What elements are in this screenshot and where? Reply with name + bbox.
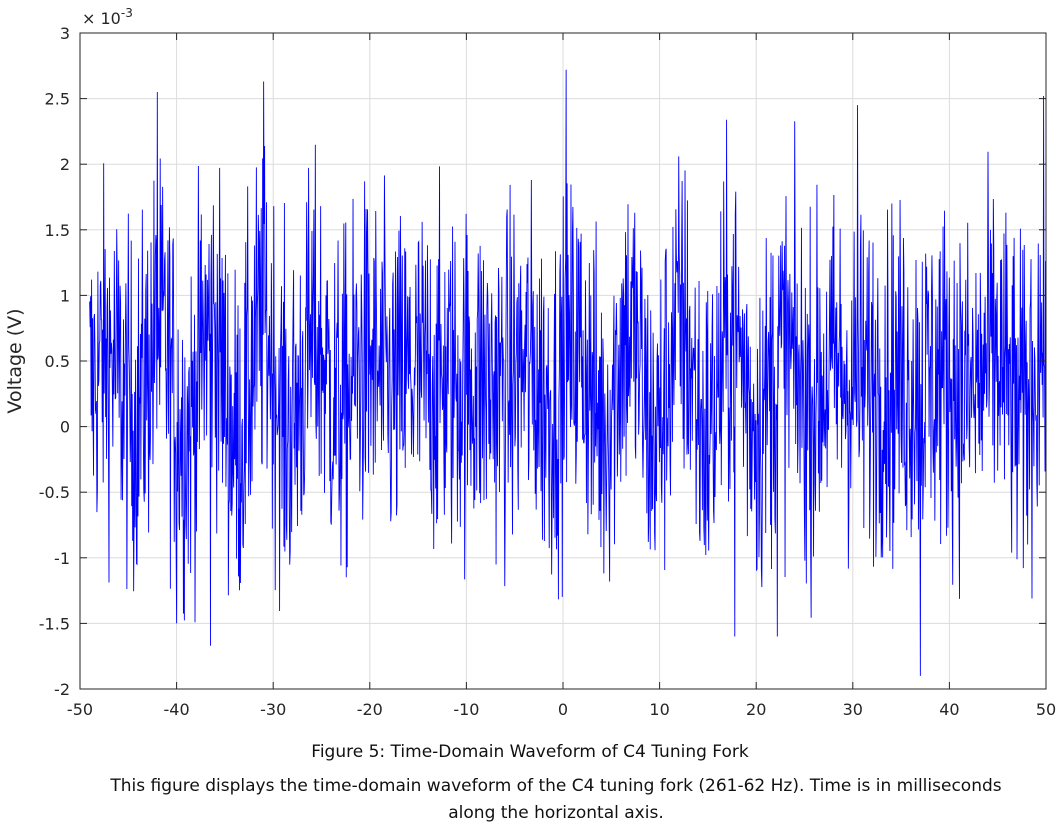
y-tick-label: 1.5 [45,221,70,240]
x-tick-label: 0 [558,700,568,719]
waveform-figure: -50 -40 -30 -20 -10 0 10 20 30 40 50 -2-1.5-1-0.50… [4,6,1056,719]
figure-caption-title: Figure 5: Time-Domain Waveform of C4 Tun… [311,742,749,762]
x-tick-label: -40 [164,700,190,719]
y-tick-label: 0 [60,418,70,437]
y-tick-label: 1 [60,286,70,305]
y-tick-label: -2 [54,680,70,699]
y-tick-labels: -2 -1.5 -1 -0.5 0 0.5 1 1.5 2 2.5 3 [39,24,1046,699]
y-tick-label: 2 [60,155,70,174]
x-tick-label: 30 [843,700,863,719]
exponent-base: × 10 [82,9,121,28]
x-tick-label: 10 [649,700,669,719]
x-tick-label: -10 [453,700,479,719]
exponent-power: -3 [121,6,133,20]
x-tick-label: -20 [357,700,383,719]
y-tick-label: -1.5 [39,614,70,633]
y-tick-label: 0.5 [45,352,70,371]
x-tick-label: -30 [260,700,286,719]
x-tick-label: 50 [1036,700,1056,719]
x-tick-label: -50 [67,700,93,719]
y-tick-label: -1 [54,549,70,568]
x-tick-label: 40 [939,700,959,719]
y-tick-label: 2.5 [45,90,70,109]
exponent-label: × 10-3 [82,6,133,28]
waveform-line [89,69,1047,676]
y-tick-label: 3 [60,24,70,43]
y-tick-label: -0.5 [39,483,70,502]
y-axis-label: Voltage (V) [4,308,26,413]
figure-caption-body: This figure displays the time-domain wav… [110,776,1002,823]
x-tick-labels: -50 -40 -30 -20 -10 0 10 20 30 40 50 [67,33,1056,719]
x-tick-label: 20 [746,700,766,719]
waveform-series [89,69,1047,676]
